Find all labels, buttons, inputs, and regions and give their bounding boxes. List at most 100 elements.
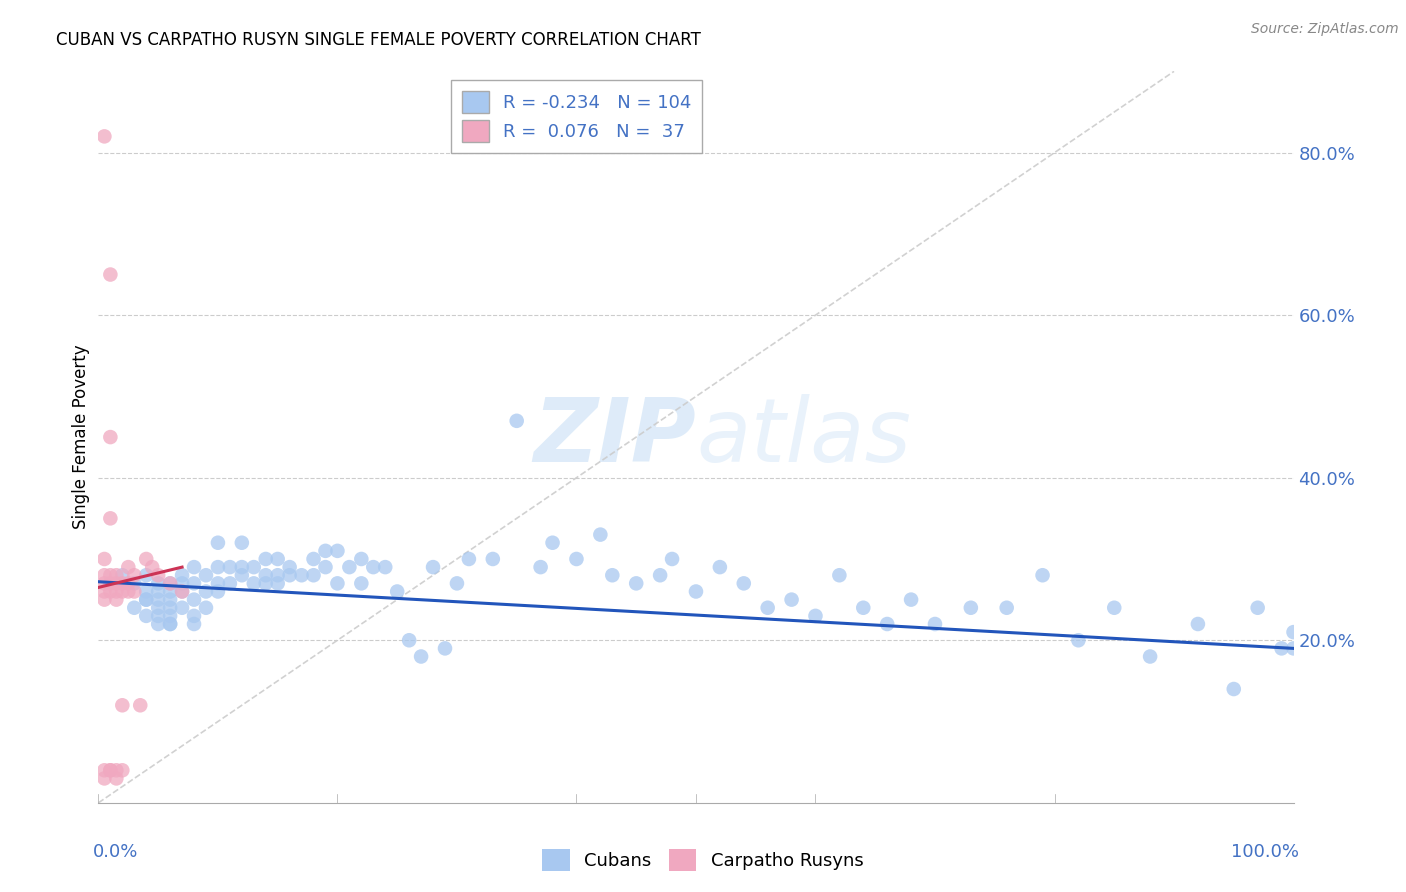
Point xyxy=(422,560,444,574)
Point xyxy=(141,560,163,574)
Point xyxy=(148,568,170,582)
Point xyxy=(733,576,755,591)
Point xyxy=(93,584,115,599)
Point xyxy=(267,552,290,566)
Y-axis label: Single Female Poverty: Single Female Poverty xyxy=(72,345,90,529)
Point xyxy=(159,592,181,607)
Point xyxy=(98,764,122,778)
Point xyxy=(98,584,122,599)
Point xyxy=(302,552,325,566)
Text: CUBAN VS CARPATHO RUSYN SINGLE FEMALE POVERTY CORRELATION CHART: CUBAN VS CARPATHO RUSYN SINGLE FEMALE PO… xyxy=(56,31,702,49)
Point xyxy=(159,576,181,591)
Point xyxy=(195,584,218,599)
Point xyxy=(995,600,1018,615)
Point xyxy=(481,552,505,566)
Point xyxy=(363,560,385,574)
Point xyxy=(278,560,301,574)
Point xyxy=(124,600,146,615)
Point xyxy=(219,576,242,591)
Point xyxy=(93,129,115,144)
Point xyxy=(183,560,205,574)
Point xyxy=(876,617,898,632)
Point xyxy=(172,576,194,591)
Point xyxy=(124,576,146,591)
Point xyxy=(756,600,779,615)
Point xyxy=(254,552,277,566)
Point xyxy=(135,592,157,607)
Point xyxy=(183,617,205,632)
Point xyxy=(411,649,433,664)
Point xyxy=(231,535,253,549)
Point xyxy=(1247,600,1270,615)
Point xyxy=(135,584,157,599)
Point xyxy=(626,576,648,591)
Point xyxy=(1282,625,1305,640)
Point xyxy=(207,535,229,549)
Point xyxy=(93,576,115,591)
Point xyxy=(105,764,128,778)
Point xyxy=(172,600,194,615)
Point xyxy=(117,560,139,574)
Point xyxy=(900,592,922,607)
Point xyxy=(111,576,134,591)
Point xyxy=(385,584,409,599)
Point xyxy=(195,568,218,582)
Point xyxy=(589,527,612,541)
Point xyxy=(93,568,115,582)
Point xyxy=(105,592,128,607)
Point xyxy=(207,576,229,591)
Point xyxy=(231,568,253,582)
Point xyxy=(159,617,181,632)
Point xyxy=(111,698,134,713)
Point xyxy=(98,268,122,282)
Point xyxy=(93,552,115,566)
Point xyxy=(780,592,803,607)
Point xyxy=(148,600,170,615)
Point xyxy=(93,592,115,607)
Text: 100.0%: 100.0% xyxy=(1232,843,1299,861)
Point xyxy=(219,560,242,574)
Point xyxy=(315,560,337,574)
Point xyxy=(398,633,420,648)
Point xyxy=(148,576,170,591)
Point xyxy=(135,608,157,623)
Point xyxy=(183,576,205,591)
Point xyxy=(302,568,325,582)
Point xyxy=(135,552,157,566)
Point xyxy=(105,576,128,591)
Point xyxy=(93,772,115,786)
Point xyxy=(315,544,337,558)
Point xyxy=(148,617,170,632)
Point xyxy=(183,592,205,607)
Text: atlas: atlas xyxy=(696,394,911,480)
Point xyxy=(924,617,946,632)
Point xyxy=(98,764,122,778)
Text: 0.0%: 0.0% xyxy=(93,843,138,861)
Text: Source: ZipAtlas.com: Source: ZipAtlas.com xyxy=(1251,22,1399,37)
Legend: Cubans, Carpatho Rusyns: Cubans, Carpatho Rusyns xyxy=(536,842,870,879)
Point xyxy=(685,584,707,599)
Point xyxy=(124,568,146,582)
Point xyxy=(231,560,253,574)
Point xyxy=(98,576,122,591)
Point xyxy=(709,560,731,574)
Point xyxy=(804,608,827,623)
Point xyxy=(117,584,139,599)
Point xyxy=(111,764,134,778)
Point xyxy=(159,600,181,615)
Point xyxy=(172,568,194,582)
Point xyxy=(374,560,396,574)
Point xyxy=(111,568,134,582)
Point xyxy=(434,641,457,656)
Point xyxy=(105,584,128,599)
Point xyxy=(117,576,139,591)
Point xyxy=(661,552,683,566)
Text: ZIP: ZIP xyxy=(533,393,696,481)
Point xyxy=(339,560,361,574)
Point xyxy=(648,568,672,582)
Point xyxy=(326,544,349,558)
Point xyxy=(243,576,266,591)
Point xyxy=(148,592,170,607)
Point xyxy=(172,584,194,599)
Point xyxy=(326,576,349,591)
